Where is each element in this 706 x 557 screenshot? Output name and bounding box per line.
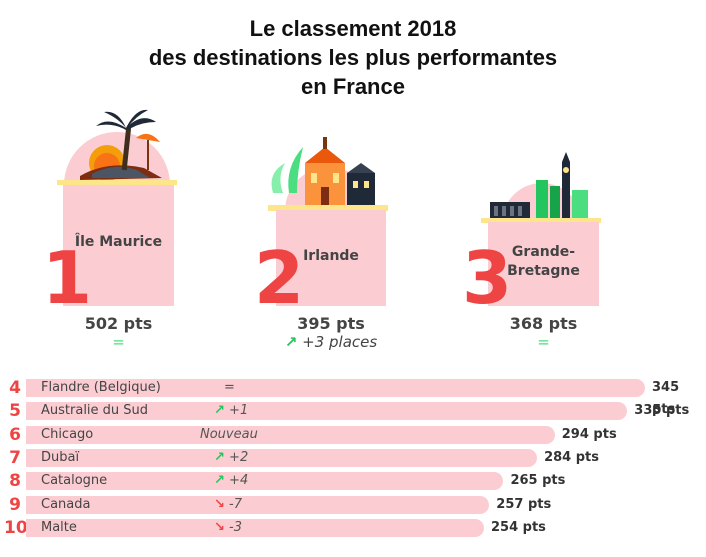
rank-number: 7 [9,447,21,468]
podium-destination-3: Grande- Bretagne [488,243,599,281]
rank-change-text: +1 [229,403,249,419]
title-line-1: Le classement 2018 [249,16,457,41]
podium-points-3: 368 pts [509,314,578,333]
rank-points: 345 pts [652,380,680,417]
rank-destination: Malte [41,519,77,535]
irish-village-icon [268,137,388,211]
ranking-row: 8 Catalogne ↗ +4 265 pts [0,470,706,492]
rank-bar [26,379,645,397]
rank-number: 8 [9,471,21,492]
podium-rank-2: 2 [254,236,305,320]
rank-change: Nouveau [200,424,258,446]
rank-bar [26,495,490,514]
rank-change: = [224,377,235,399]
title-line-2: des destinations les plus performantes [148,45,558,70]
arrow-up-right-icon: ↗ [214,403,225,419]
rank-points: 335 pts [634,403,690,419]
rank-change: ↘ -3 [214,517,242,539]
rank-change: ↗ +4 [214,470,248,492]
rank-destination: Flandre (Belgique) [41,380,161,395]
rank-change-text: Nouveau [200,426,258,442]
rank-number: 9 [9,494,21,515]
podium-points-2: 395 pts [297,314,365,333]
podium-destination-1: Île Maurice [74,234,163,250]
podium-destination-2: Irlande [303,248,359,264]
chart-title: Le classement 2018 des destinations les … [0,14,706,101]
rank-bar [26,402,628,421]
rank-bar [26,472,504,491]
rank-bar [26,518,484,537]
rank-points: 294 pts [561,426,617,442]
arrow-down-right-icon: ↘ [214,519,225,535]
podium-change-1: = [112,333,125,351]
rank-number: 6 [9,424,21,445]
arrow-down-right-icon: ↘ [214,496,225,512]
rank-bar [26,448,538,467]
rank-change-text: -3 [229,519,243,535]
title-line-3: en France [301,74,405,99]
rank-change-text: = [224,380,235,395]
podium-rank-1: 1 [42,236,93,320]
rank-destination: Australie du Sud [41,403,149,419]
rank-destination: Canada [41,496,91,512]
palm-tree-island-icon [57,109,177,185]
london-skyline-icon [481,152,601,223]
ranking-row: 5 Australie du Sud ↗ +1 335 pts [0,400,706,422]
rank-destination: Catalogne [41,473,108,489]
rank-destination: Dubaï [41,449,80,465]
rank-number: 5 [9,401,21,422]
ranking-row: 4 Flandre (Belgique) = 345 pts [0,377,706,417]
podium-change-2: ↗ +3 places [266,333,396,351]
ranking-row: 9 Canada ↘ -7 257 pts [0,494,706,516]
rank-points: 265 pts [510,473,566,489]
rank-points: 284 pts [544,449,599,465]
rank-points: 254 pts [491,519,546,535]
arrow-up-right-icon: ↗ [214,449,225,465]
podium-points-1: 502 pts [84,314,153,333]
ranking-row: 7 Dubaï ↗ +2 284 pts [0,447,706,469]
rank-change-text: -7 [229,496,243,512]
rank-change-text: +4 [229,473,249,489]
podium-destination-3-line2: Bretagne [507,263,580,279]
podium-rank-3: 3 [462,236,513,320]
ranking-row: 10 Malte ↘ -3 254 pts [0,517,706,539]
ranking-row: 6 Chicago Nouveau 294 pts [0,424,706,446]
rank-number: 4 [9,378,21,398]
podium-change-3: = [537,333,550,351]
arrow-up-right-icon: ↗ [214,473,225,489]
rank-bar [26,425,555,444]
rank-change: ↘ -7 [214,494,242,516]
podium-destination-3-line1: Grande- [511,244,576,260]
rank-change: ↗ +2 [214,447,248,469]
rank-change-text: +2 [229,449,249,465]
podium-bar-2 [276,210,386,306]
podium-bar-3 [488,222,599,306]
rank-number: 10 [4,517,28,538]
rank-destination: Chicago [41,426,94,442]
rank-points: 257 pts [496,496,552,512]
podium-bar-1 [63,185,174,306]
podium-change-2-text: +3 places [302,333,378,351]
rank-change: ↗ +1 [214,400,248,422]
arrow-up-right-icon: ↗ [284,333,298,351]
